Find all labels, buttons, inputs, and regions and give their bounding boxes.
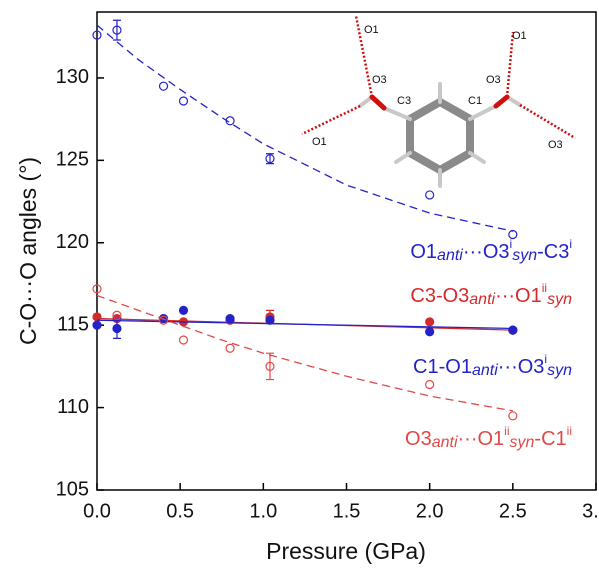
legend-text: ···O3: [463, 241, 510, 263]
chart: O1 O3 C3 C1 O1 O3 O1 O3 O3 Pressure (GPa…: [0, 0, 599, 573]
molecule-inset: O1 O3 C3 C1 O1 O3 O1 O3 O3: [302, 16, 575, 186]
data-point: [266, 316, 274, 324]
y-tick-label: 115: [57, 313, 89, 335]
x-tick-label: 0.5: [166, 500, 194, 522]
x-tick-label: 2.0: [416, 500, 444, 522]
legend-text: anti: [437, 247, 463, 264]
y-tick-label: 110: [57, 396, 89, 418]
legend-text: syn: [512, 247, 537, 264]
legend-text: ii: [567, 424, 572, 438]
legend-text: syn: [547, 291, 572, 308]
legend-text: anti: [432, 434, 458, 451]
data-point: [509, 326, 517, 334]
atom-label: O1: [364, 24, 379, 36]
atom-label: C1: [468, 95, 482, 107]
legend-text: C3-O3: [410, 285, 469, 307]
legend-text: anti: [472, 362, 498, 379]
legend-label: C1-O1anti···O3isyn: [413, 352, 572, 379]
x-tick-label: 2.5: [499, 500, 527, 522]
atom-label: O3: [486, 74, 501, 86]
y-tick-label: 125: [56, 149, 89, 171]
legend-text: -C1: [534, 428, 566, 450]
data-point: [179, 336, 187, 344]
legend-text: ···O1: [495, 285, 542, 307]
x-axis-label: Pressure (GPa): [266, 538, 426, 564]
y-tick-label: 120: [56, 231, 89, 253]
data-point: [113, 324, 121, 332]
data-point: [426, 191, 434, 199]
legend-text: O3: [405, 428, 432, 450]
x-tick-label: 1.5: [333, 500, 361, 522]
fit-line: [97, 25, 513, 231]
atom-label: O1: [512, 30, 527, 42]
data-point: [509, 412, 517, 420]
legend-label: C3-O3anti···O1iisyn: [410, 281, 572, 308]
data-point: [426, 318, 434, 326]
atom-label: C3: [397, 95, 411, 107]
legend-text: ···O1: [458, 428, 505, 450]
atom-label: O1: [312, 136, 327, 148]
x-tick-label: 3.0: [582, 500, 599, 522]
y-tick-label: 105: [56, 478, 89, 500]
data-point: [426, 328, 434, 336]
legend-text: i: [569, 237, 572, 251]
data-point: [226, 344, 234, 352]
error-bar: [113, 20, 121, 40]
legend-label: O1anti···O3isyn-C3i: [410, 237, 572, 264]
data-point: [426, 381, 434, 389]
legend-text: C1-O1: [413, 356, 472, 378]
legend-text: -C3: [537, 241, 569, 263]
data-point: [93, 321, 101, 329]
y-axis-label: C-O···O angles (°): [15, 157, 41, 345]
atom-label: O3: [548, 139, 563, 151]
legend-label: O3anti···O1iisyn-C1ii: [405, 424, 572, 451]
atom-label: O3: [372, 74, 387, 86]
data-point: [179, 306, 187, 314]
data-point: [160, 82, 168, 90]
legend-text: syn: [510, 434, 535, 451]
fit-line: [97, 296, 513, 411]
error-bar: [266, 353, 274, 379]
legend-text: ···O3: [498, 356, 545, 378]
legend-text: syn: [547, 362, 572, 379]
x-tick-label: 0.0: [83, 500, 111, 522]
y-tick-label: 130: [56, 66, 89, 88]
benzene-ring: [410, 102, 470, 170]
legend-text: anti: [469, 291, 495, 308]
x-tick-label: 1.0: [249, 500, 277, 522]
data-point: [226, 315, 234, 323]
legend-text: O1: [410, 241, 437, 263]
data-point: [179, 97, 187, 105]
